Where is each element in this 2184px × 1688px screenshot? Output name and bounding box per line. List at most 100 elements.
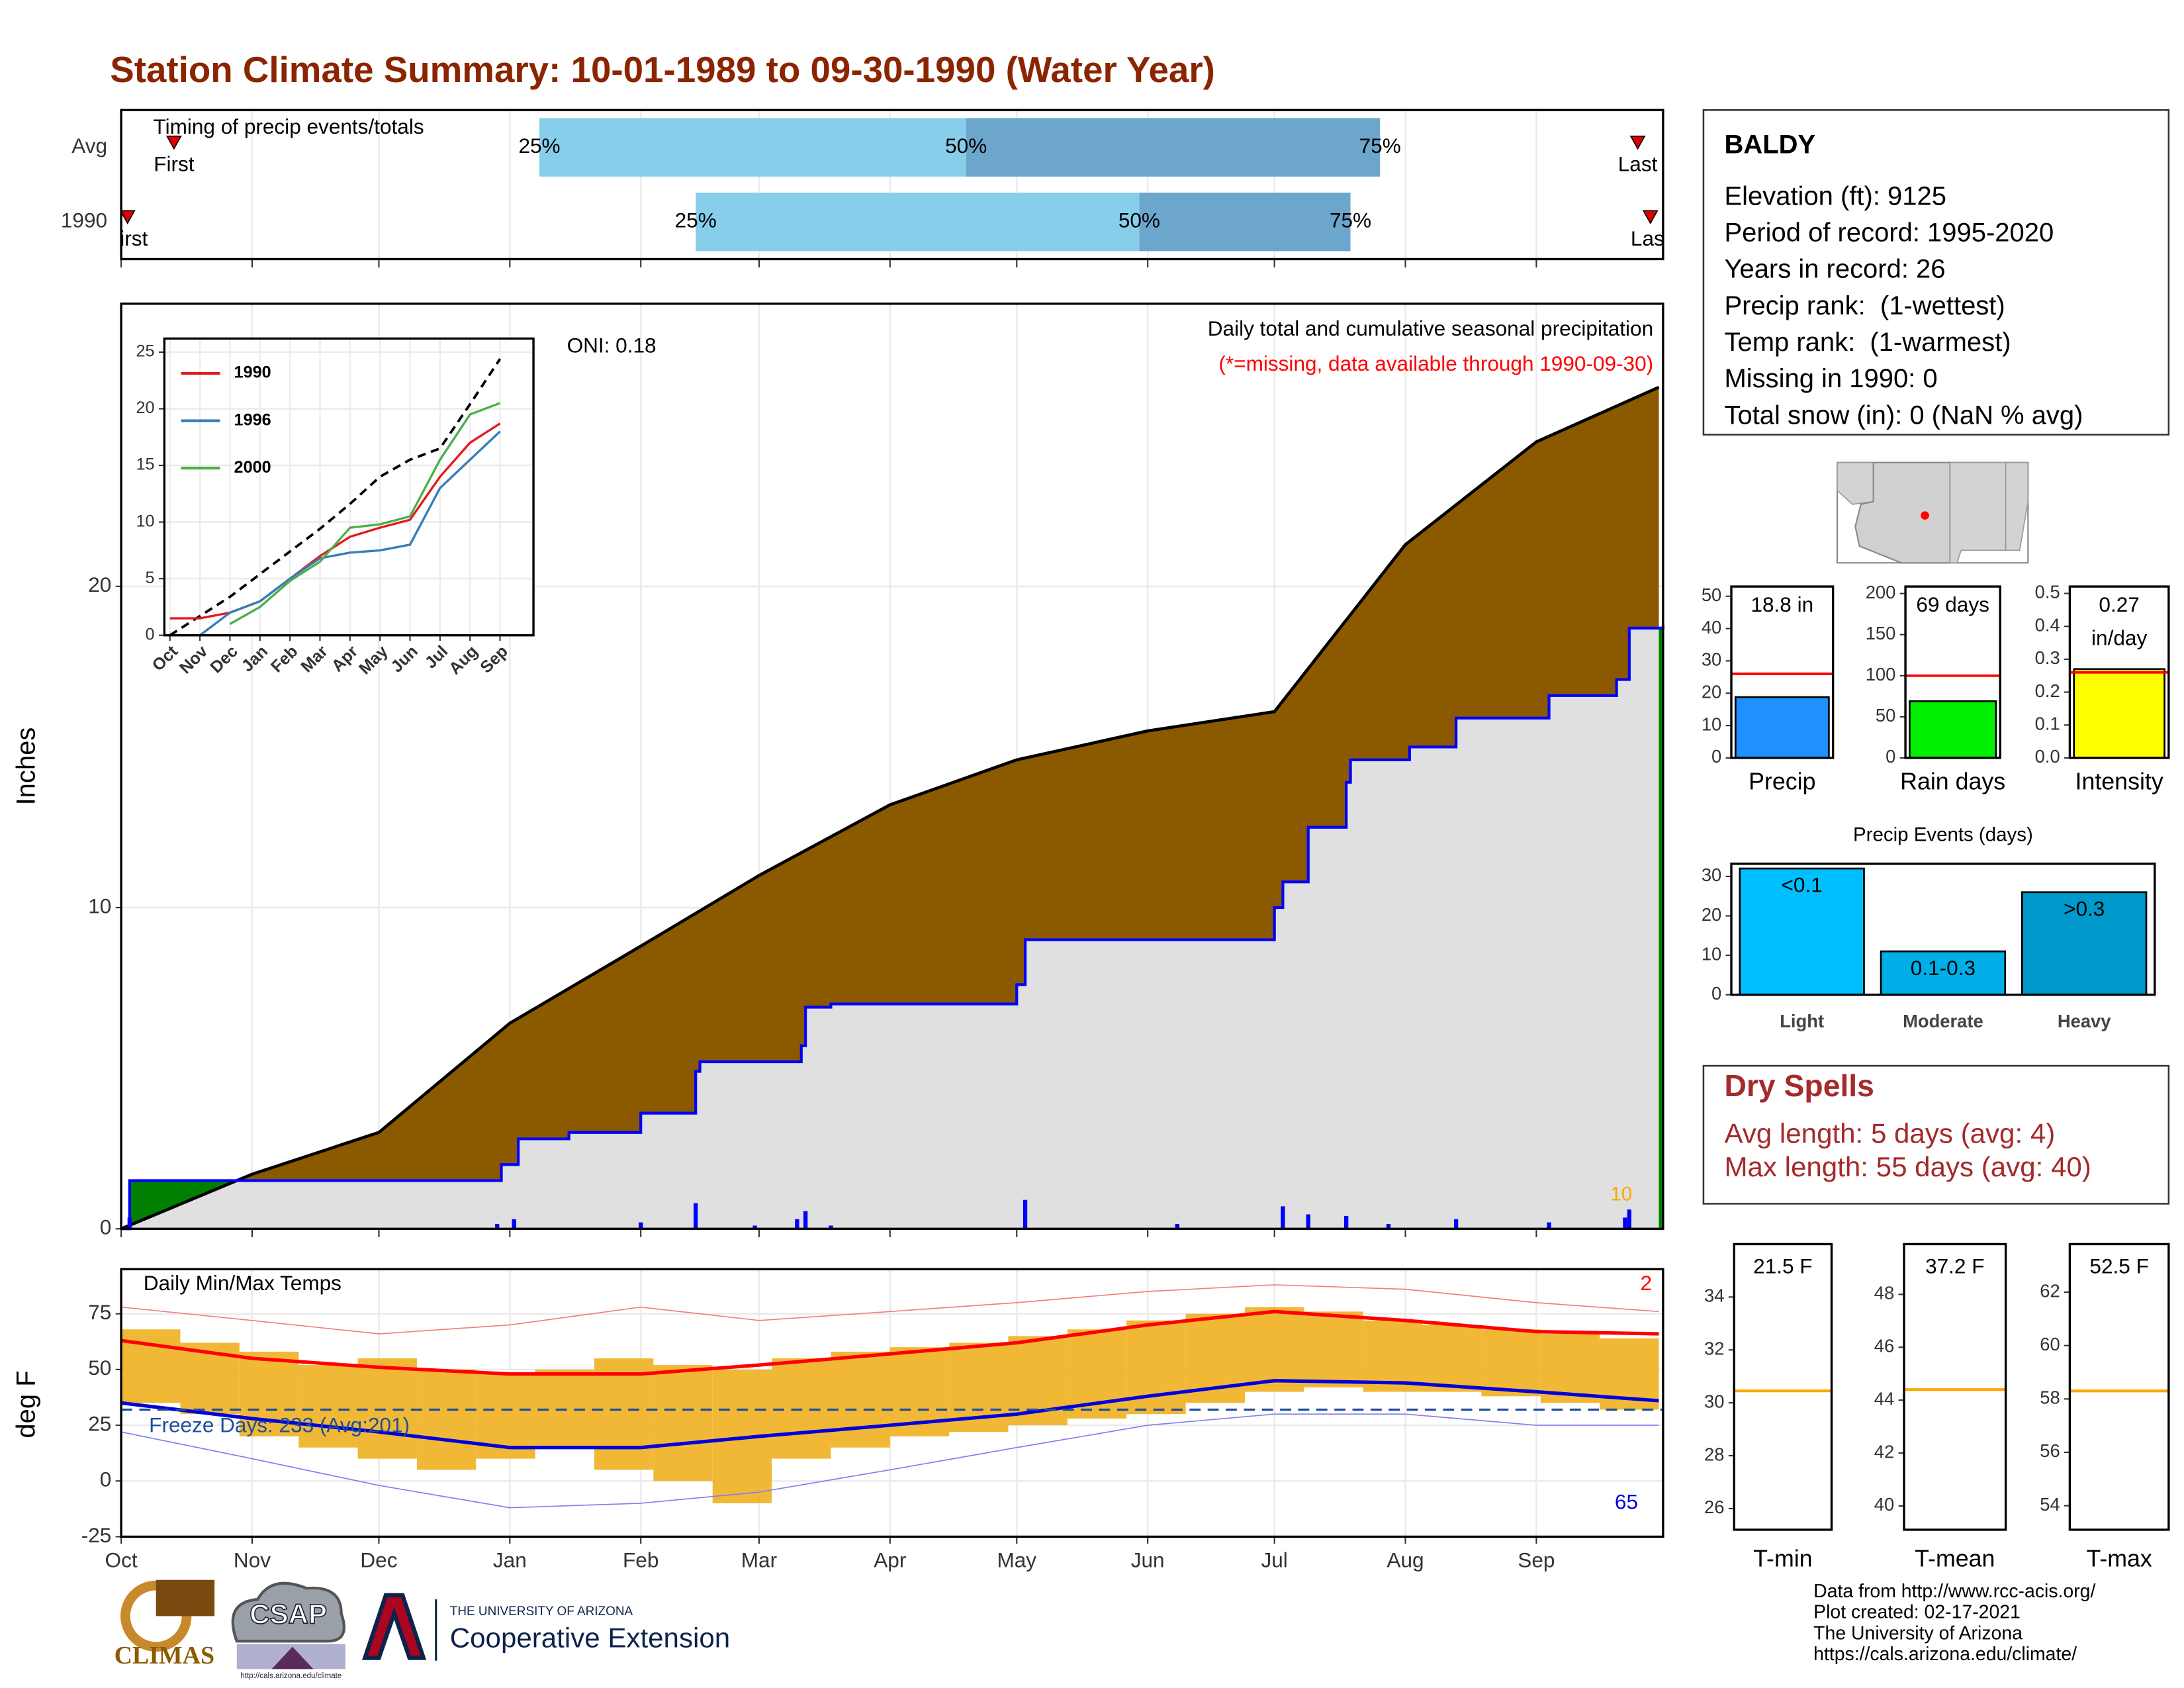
panel-title: Daily total and cumulative seasonal prec… [1208, 316, 1653, 340]
row-label: Avg [71, 134, 107, 158]
dry-spell-line: Avg length: 5 days (avg: 4) [1724, 1117, 2055, 1149]
y-tick-label: 32 [1704, 1338, 1724, 1358]
y-tick-label: 0 [1886, 746, 1895, 767]
y-tick-label: 0.1 [2035, 713, 2060, 733]
y-tick-label: 56 [2040, 1440, 2060, 1461]
y-tick-label: 40 [1874, 1494, 1894, 1515]
x-tick-label: Apr [874, 1548, 906, 1572]
extension-text: Cooperative Extension [450, 1622, 730, 1653]
quartile-bar [966, 118, 1381, 177]
panel-frame [120, 303, 1664, 1230]
climas-logo [156, 1579, 215, 1617]
station-line: Total snow (in): 0 (NaN % avg) [1724, 400, 2083, 430]
station-line: Precip rank: (1-wettest) [1724, 291, 2005, 320]
panel-background [2070, 1244, 2169, 1530]
daily-bar [1281, 1206, 1285, 1229]
y-tick-label: 30 [1702, 649, 1721, 670]
map-state [1949, 461, 2007, 564]
daily-bar [495, 1224, 500, 1229]
csap-mountain [271, 1646, 314, 1669]
temp-range-bar [357, 1358, 417, 1459]
quartile-label: 75% [1330, 209, 1371, 232]
average-line [120, 385, 1660, 1231]
bar [2021, 891, 2148, 996]
temp-range-bar [831, 1351, 890, 1448]
temp-range-bar [298, 1365, 358, 1448]
y-tick-label: 25 [136, 342, 155, 361]
panel-frame [163, 337, 535, 637]
category-label: Light [1780, 1011, 1824, 1031]
quartile-label: 25% [518, 134, 560, 158]
panel-background [164, 338, 534, 635]
temp-line [120, 1379, 1659, 1450]
y-tick-label: 0 [100, 1468, 112, 1491]
min-count: 65 [1615, 1489, 1638, 1513]
series-line [229, 402, 501, 626]
quartile-label: 50% [945, 134, 987, 158]
y-tick-label: 54 [2040, 1494, 2060, 1515]
temp-range-bar [1126, 1320, 1186, 1415]
csap-url: http://cals.arizona.edu/climate [240, 1672, 341, 1680]
row-label: 1990 [61, 209, 107, 232]
temp-range-bar [416, 1369, 477, 1470]
current-line [121, 625, 1664, 1231]
event-label: Last [1631, 226, 1670, 250]
y-tick-label: 100 [1866, 664, 1896, 684]
panel-frame [1904, 585, 2001, 759]
quartile-bar [696, 192, 1140, 252]
value-label-text: 69 days [1916, 593, 1989, 618]
y-tick-label: 25 [88, 1411, 111, 1435]
daily-bar [639, 1222, 643, 1229]
temp-range-bar [1363, 1320, 1423, 1392]
x-tick-label: Jan [493, 1548, 527, 1572]
temp-line [120, 1413, 1659, 1509]
panel-background [1903, 1244, 2006, 1530]
y-tick-label: 0.2 [2035, 680, 2060, 701]
daily-bar [1344, 1215, 1349, 1229]
y-tick-label: 34 [1704, 1286, 1724, 1306]
temp-range-bar [1481, 1329, 1541, 1397]
caption: 52.5 F [2089, 1254, 2148, 1278]
y-tick-label: 50 [88, 1356, 111, 1380]
station-line: Missing in 1990: 0 [1724, 364, 1937, 393]
credit-line: https://cals.arizona.edu/climate/ [1813, 1644, 2077, 1665]
y-tick-label: 58 [2040, 1387, 2060, 1408]
y-tick-label: 10 [88, 894, 111, 917]
map-state [2005, 461, 2029, 551]
y-tick-label: 0 [1711, 746, 1721, 767]
ua-logo [362, 1593, 427, 1660]
y-tick-label: 0.3 [2035, 647, 2060, 668]
y-tick-label: 0 [100, 1215, 112, 1239]
y-tick-label: 50 [1876, 705, 1895, 726]
category-label: Precip [1749, 768, 1815, 794]
event-marker [121, 210, 136, 225]
legend-label: 1990 [234, 363, 271, 382]
y-tick-label: 10 [1702, 714, 1721, 734]
x-tick-label: May [997, 1548, 1036, 1572]
panel-frame [1903, 1243, 2007, 1531]
event-marker [1629, 135, 1646, 150]
temp-range-bar [535, 1369, 594, 1448]
y-tick-label: 20 [1702, 681, 1721, 702]
csap-text: CSAP [250, 1599, 327, 1630]
credit-line: Data from http://www.rcc-acis.org/ [1813, 1581, 2095, 1602]
y-tick-label: 75 [88, 1300, 111, 1324]
temp-range-bar [653, 1365, 713, 1481]
bar [1880, 950, 2007, 996]
count-label: 10 [1610, 1184, 1632, 1205]
legend-label: 1996 [234, 410, 271, 429]
daily-bar [1306, 1214, 1310, 1229]
daily-bar [512, 1219, 516, 1229]
temp-range-bar [1422, 1325, 1482, 1392]
bar [1909, 700, 1997, 759]
csap-cloud [231, 1581, 345, 1643]
panel-frame [1733, 1243, 1833, 1531]
station-line: Temp rank: (1-warmest) [1724, 328, 2011, 357]
y-tick-label: 42 [1874, 1441, 1894, 1462]
panel-frame [1730, 863, 2156, 996]
category-label: T-min [1753, 1546, 1812, 1572]
annotation: ONI: 0.18 [567, 333, 657, 357]
event-marker [165, 135, 182, 150]
category-label: Heavy [2058, 1011, 2111, 1031]
